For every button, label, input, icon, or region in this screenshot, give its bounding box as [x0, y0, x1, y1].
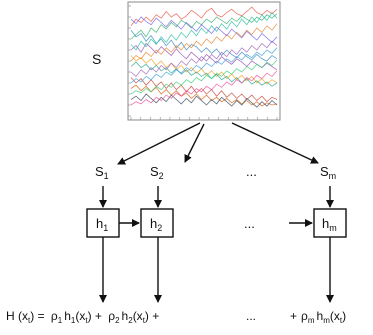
formula-ellipsis: ...: [246, 309, 256, 323]
series-line-3: [130, 29, 278, 62]
ensemble-formula: H (xt) = ρ1 h1(xt) + ρ2 h2(xt) +: [6, 309, 159, 325]
series-line-8: [130, 84, 278, 107]
matrix-label: S: [92, 51, 101, 67]
time-series-chart: [127, 1, 281, 121]
series-line-5: [130, 55, 278, 85]
model-label-m: hm: [322, 216, 337, 233]
series-line-1: [130, 6, 278, 27]
arrow-chart-to-sm: [231, 122, 319, 164]
series-line-15: [130, 70, 278, 106]
series-line-14: [130, 59, 278, 95]
stream-label-m: Sm: [320, 164, 336, 181]
series-line-10: [130, 11, 278, 51]
formula-term-m: + ρm hm(xt): [290, 309, 346, 325]
model-box-m: [313, 208, 347, 238]
series-line-2: [130, 13, 278, 40]
series-line-7: [130, 77, 278, 103]
arrow-chart-to-s1: [117, 122, 201, 165]
model-label-1: h1: [96, 216, 108, 233]
series-line-13: [130, 47, 278, 84]
stream-label-2: S2: [150, 164, 164, 181]
series-line-9: [130, 93, 278, 108]
arrow-chart-to-s2: [184, 123, 205, 163]
model-ellipsis: ...: [244, 216, 255, 231]
series-layer: [130, 6, 278, 108]
tick-layer: [128, 5, 278, 120]
series-line-11: [130, 23, 278, 62]
series-line-16: [130, 16, 278, 43]
model-box-1: [86, 208, 120, 238]
model-label-2: h2: [150, 216, 162, 233]
model-box-2: [140, 208, 174, 238]
stream-ellipsis: ...: [246, 164, 257, 179]
series-line-12: [130, 40, 278, 77]
stream-label-1: S1: [95, 164, 109, 181]
series-line-6: [130, 61, 278, 87]
series-line-4: [130, 42, 278, 71]
